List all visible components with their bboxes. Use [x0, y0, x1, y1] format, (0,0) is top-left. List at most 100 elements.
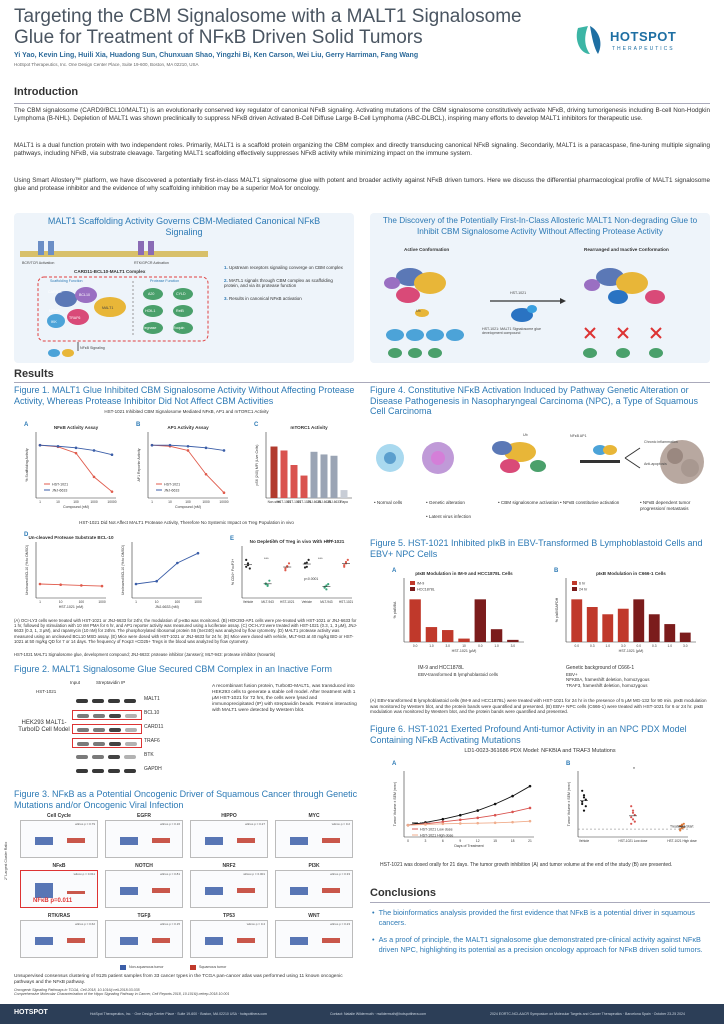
blot-band [92, 769, 104, 773]
chart-A-legend-label: HCC1878L [417, 588, 435, 592]
chart-B-tick-label: HST-1021 Low dose [619, 839, 648, 843]
fig3-box-nonsquamous [205, 837, 223, 845]
blot-label: BCL10 [144, 710, 160, 716]
fig3-panel: Cell Cycle wilcox.p = 0.79 [18, 813, 100, 860]
fig3-grid: Cell Cycle wilcox.p = 0.79 EGFR wilcox.p = … [18, 813, 358, 963]
logo-subtext: THERAPEUTICS [612, 46, 675, 52]
chart-E-tick-label: HST-1021 [339, 600, 354, 604]
chart-D-point [80, 584, 83, 587]
chart-E-group-label: 7d [272, 538, 276, 543]
chart-E-annotation: p<0.0001 [304, 577, 318, 581]
chart-A-legend-label: JNJ-6633 [52, 489, 67, 493]
chart-A-bar [458, 638, 470, 642]
fig3-panel-title: Cell Cycle [47, 813, 71, 819]
chart-B-tick-label: 0.0 [575, 644, 580, 648]
chart-A-point [458, 822, 462, 825]
chart-A-letter: A [392, 761, 397, 767]
fig4-title: Figure 4. Constitutive NFκB Activation I… [370, 385, 699, 416]
fig3-box-squamous [322, 838, 340, 843]
chart-E-point [343, 565, 346, 568]
chart-A-tick-label: 3 [425, 839, 427, 843]
chart-A-xlabel: Days of Treatment [454, 844, 483, 848]
fig4-label: • NFκB dependent tumor progression/ meta… [640, 500, 691, 511]
legend-nonsquamous: Non-squamous tumor [129, 965, 164, 969]
fig6-model: LD1-0023-361686 PDX Model: NFKBIA and TR… [464, 748, 616, 754]
step-2: MATL1 signals through CBM complex as sca… [224, 277, 333, 289]
fig5-note-b-title: Genetic background of C666-1 [566, 665, 635, 671]
fig3-panel-box: wilcox.p = 0.62 [20, 920, 98, 958]
chart-E-tick-label: MLT-943 [320, 600, 333, 604]
chart-A-point [528, 784, 532, 788]
chart-B-bar [617, 608, 629, 642]
discovery-panel: The Discovery of the Potentially First-I… [370, 213, 710, 363]
blot-band [108, 755, 120, 759]
fig3-panel-title: TP53 [223, 913, 235, 919]
fig3-box-squamous [322, 888, 340, 893]
chart-C-bar [300, 475, 308, 498]
chart-B-letter: B [554, 568, 559, 574]
fig3-panel-title: TGFβ [137, 913, 151, 919]
fig3-panel: WNT wilcox.p = 0.23 [273, 913, 355, 960]
chart-A-point [406, 823, 410, 827]
fig3-pvalue: wilcox.p = 0.2 [331, 822, 350, 826]
fig6-caption: HST-1021 was dosed orally for 21 days. T… [380, 862, 673, 868]
chart-A-point [441, 817, 445, 821]
treatment-start-label: Treatment Start [670, 825, 693, 829]
fig2-title: Figure 2. MALT1 Signalosome Glue Secured… [14, 664, 332, 674]
chart-B-point [633, 820, 636, 823]
chart-B-annotation: * [633, 767, 635, 773]
chart-E-point [266, 583, 269, 586]
footer-meeting: 2024 EORTC-NCI-AACR Symposium on Molecul… [490, 1012, 685, 1016]
fig3-box-nonsquamous [205, 937, 223, 945]
fig3-panel-box: wilcox.p = 0.001 [190, 870, 268, 908]
fig3-box-squamous [322, 938, 340, 943]
blot-band [125, 742, 137, 746]
blot-band [93, 714, 105, 718]
chart-B-point [584, 805, 587, 808]
chart-E-point [268, 579, 271, 582]
chart--tick-label: 1000 [194, 600, 202, 604]
node-roquin: Roquin [173, 326, 185, 330]
results-heading: Results [14, 368, 54, 380]
chart-B-point [168, 443, 172, 447]
fig2-ip-label: Streptavidin IP [96, 680, 126, 685]
chart-B-xlabel: HST-1021 (μM) [619, 649, 644, 653]
blot-row [72, 724, 142, 734]
fig4-anti: Anti-apoptosis [644, 462, 667, 466]
fig3-panel: HIPPO wilcox.p = 0.27 [188, 813, 270, 860]
chart-C-tick-label: JNJ-6633 [307, 500, 321, 504]
chart-A-point [424, 823, 427, 826]
chart-E-point [264, 582, 267, 585]
rtk-label: RTK/GPCR Activation [134, 261, 169, 265]
chart-A-tick-label: 0.0 [478, 644, 483, 648]
authors: Yi Yao, Kevin Ling, Huili Xia, Huadong S… [14, 52, 419, 59]
chart-E-point [286, 565, 289, 568]
step-list: 1. Upstream receptors signaling converge… [224, 265, 343, 301]
fig5-charts: 0.0 1.0 3.0 10 0.0 1.0 3.0 pIκB Modulation in I… [392, 568, 696, 653]
fig3-pvalue: wilcox.p = 0.001 [243, 872, 265, 876]
chart-B-series-line [151, 444, 225, 494]
chart-A-legend-swatch [410, 587, 415, 591]
fig3-box-squamous [67, 938, 85, 943]
fig5-title: Figure 5. HST-1021 Inhibited pIκB in EBV… [370, 538, 703, 559]
chart-B-title: AP1 Activity Assay [167, 425, 209, 430]
affiliation: HotSpot Therapeutics, Inc. One Design Ce… [14, 62, 199, 67]
chart-E-group-label: 14d [326, 538, 333, 543]
results-divider [14, 382, 710, 383]
node-traf6: TRAF6 [69, 316, 81, 320]
hotspot-logo-icon [576, 26, 601, 54]
chart-E-point [346, 558, 349, 561]
chart-B-legend-swatch [572, 587, 577, 591]
chart-C-bar [310, 451, 318, 498]
blot-band [76, 699, 88, 703]
fig3-panel: RTK/RAS wilcox.p = 0.62 [18, 913, 100, 960]
fig3-pvalue: wilcox.p = 0.011 [73, 872, 95, 876]
chart-A-tick-label: 1 [39, 500, 41, 504]
chart-A-tick-label: 9 [459, 839, 461, 843]
discovery-panel-title: The Discovery of the Potentially First-I… [382, 216, 698, 236]
inactive-conformation-label: Rearranged and Inactive Conformation [584, 247, 669, 252]
chart-B-point [679, 824, 682, 828]
chart-A-tick-label: 1.0 [429, 644, 434, 648]
fig3-panel-box: wilcox.p = 0.15 [105, 920, 183, 958]
fig3-panel-box: wilcox.p = 0.79 [20, 820, 98, 858]
